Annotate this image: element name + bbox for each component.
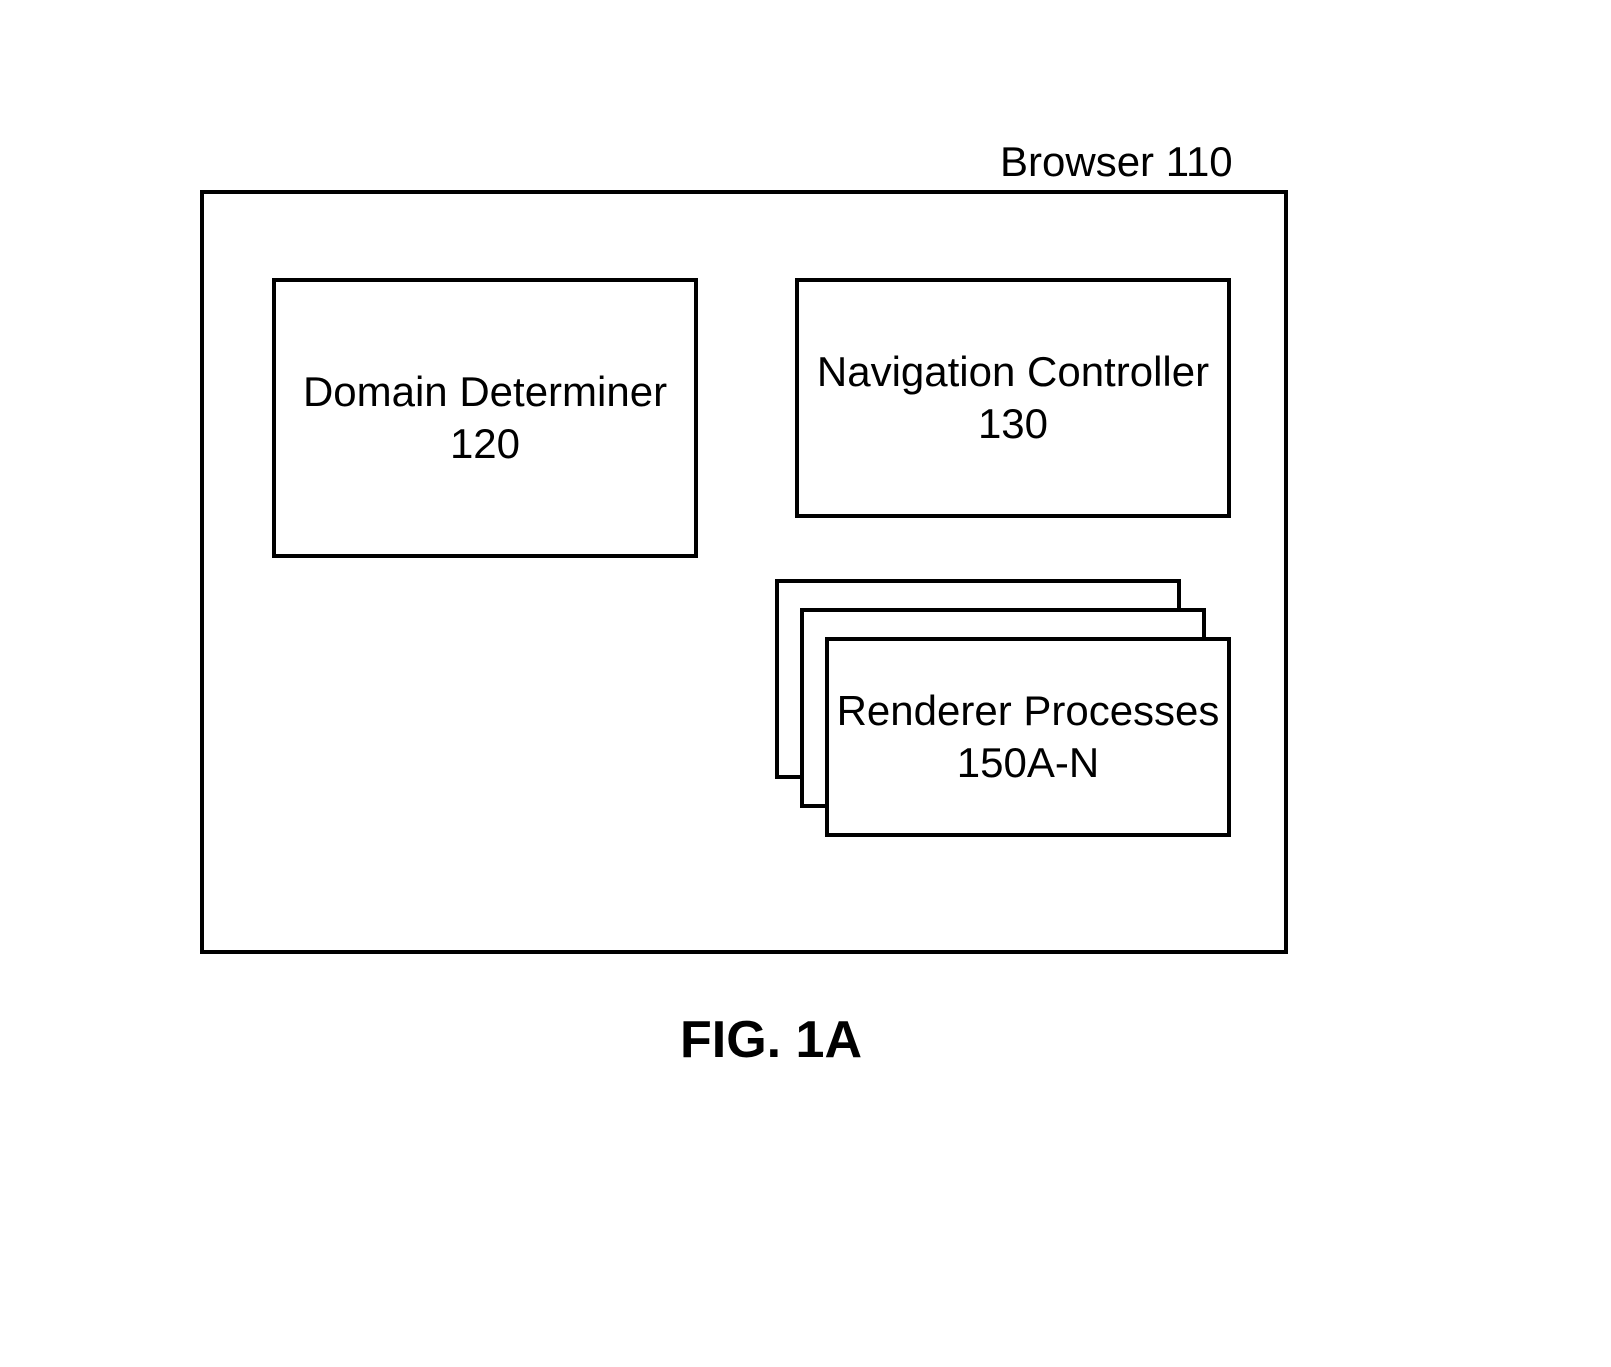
node-title: Domain Determiner [303, 366, 667, 419]
node-renderer-processes: Renderer Processes 150A-N [825, 637, 1231, 837]
node-ref: 150A-N [957, 737, 1099, 790]
diagram-canvas: Browser 110 Domain Determiner 120 Naviga… [0, 0, 1611, 1367]
node-title: Navigation Controller [817, 346, 1209, 399]
node-domain-determiner: Domain Determiner 120 [272, 278, 698, 558]
node-title: Renderer Processes [837, 685, 1220, 738]
figure-caption: FIG. 1A [680, 1010, 862, 1070]
node-ref: 120 [450, 418, 520, 471]
node-navigation-controller: Navigation Controller 130 [795, 278, 1231, 518]
container-label: Browser 110 [1000, 138, 1233, 186]
node-ref: 130 [978, 398, 1048, 451]
